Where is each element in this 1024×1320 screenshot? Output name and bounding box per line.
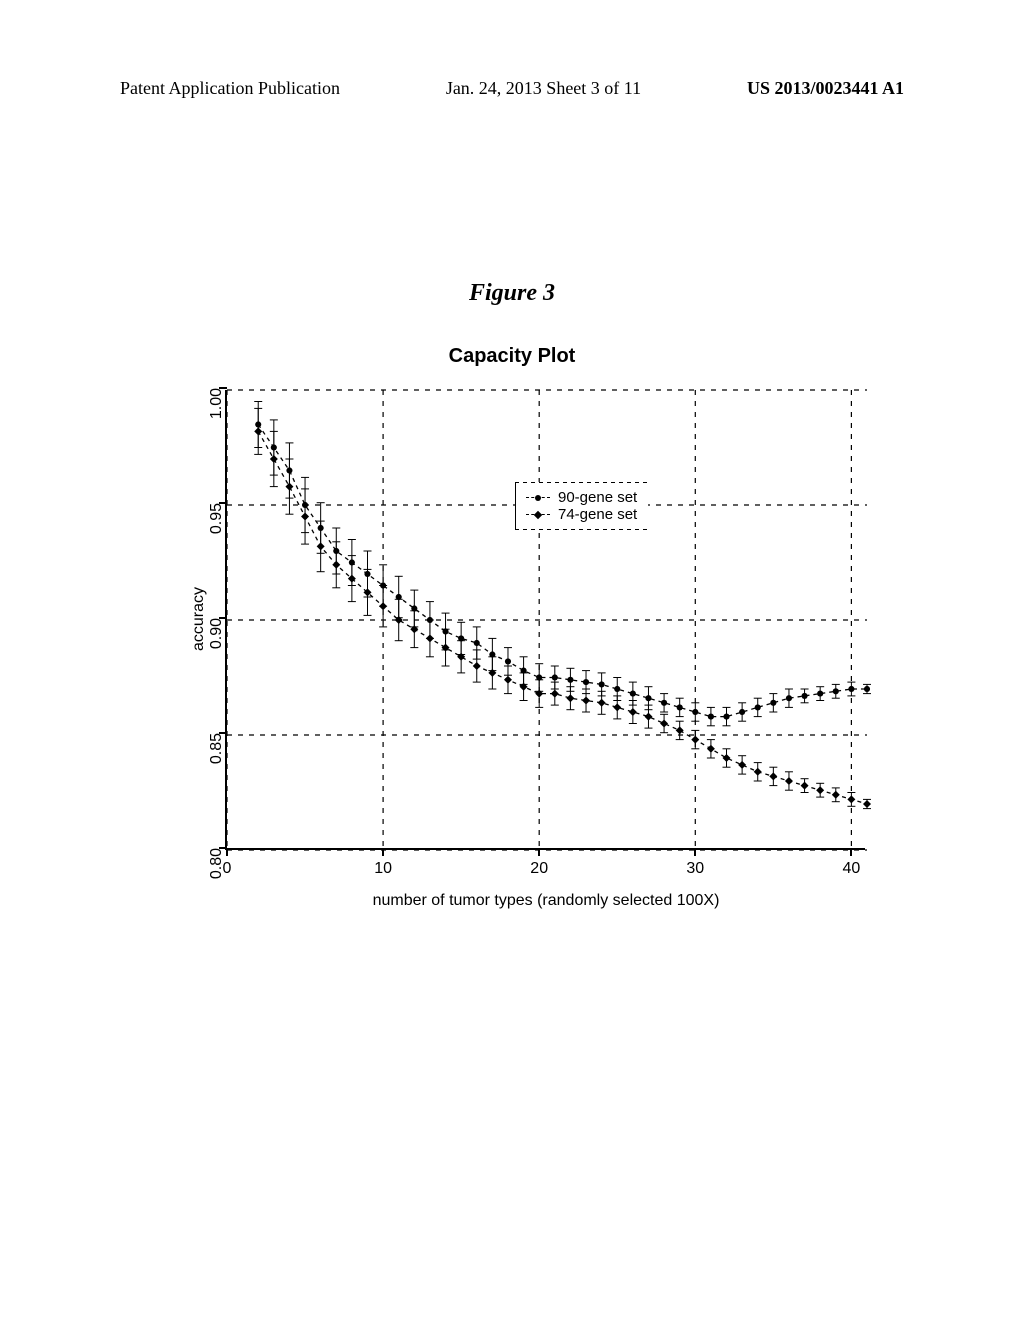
x-tick: [850, 848, 852, 856]
x-tick: [226, 848, 228, 856]
y-tick-label: 0.90: [208, 618, 226, 658]
legend-label: 74-gene set: [558, 506, 637, 523]
figure-label: Figure 3: [0, 280, 1024, 307]
y-tick-label: 0.95: [208, 503, 226, 543]
x-tick: [382, 848, 384, 856]
chart-container: number of tumor types (randomly selected…: [155, 380, 875, 920]
x-tick-label: 40: [842, 860, 860, 878]
document-number: US 2013/0023441 A1: [747, 78, 904, 99]
x-tick-label: 20: [530, 860, 548, 878]
x-tick: [538, 848, 540, 856]
chart-title: Capacity Plot: [0, 345, 1024, 368]
legend-item: 90-gene set: [526, 489, 637, 506]
publication-text: Patent Application Publication: [120, 78, 340, 99]
y-tick-label: 0.85: [208, 733, 226, 773]
legend-marker-icon: [526, 497, 550, 498]
page-header: Patent Application Publication Jan. 24, …: [0, 78, 1024, 99]
x-tick: [694, 848, 696, 856]
plot-svg: [227, 390, 865, 848]
legend-marker-icon: [526, 514, 550, 515]
plot-area: number of tumor types (randomly selected…: [225, 390, 865, 850]
x-tick-label: 10: [374, 860, 392, 878]
legend: 90-gene set74-gene set: [515, 482, 648, 530]
date-sheet-text: Jan. 24, 2013 Sheet 3 of 11: [446, 78, 641, 99]
x-axis-label: number of tumor types (randomly selected…: [373, 892, 720, 910]
x-tick-label: 30: [686, 860, 704, 878]
y-axis-label: accuracy: [190, 587, 208, 651]
y-tick-label: 1.00: [208, 388, 226, 428]
legend-item: 74-gene set: [526, 506, 637, 523]
legend-label: 90-gene set: [558, 489, 637, 506]
y-tick-label: 0.80: [208, 848, 226, 888]
